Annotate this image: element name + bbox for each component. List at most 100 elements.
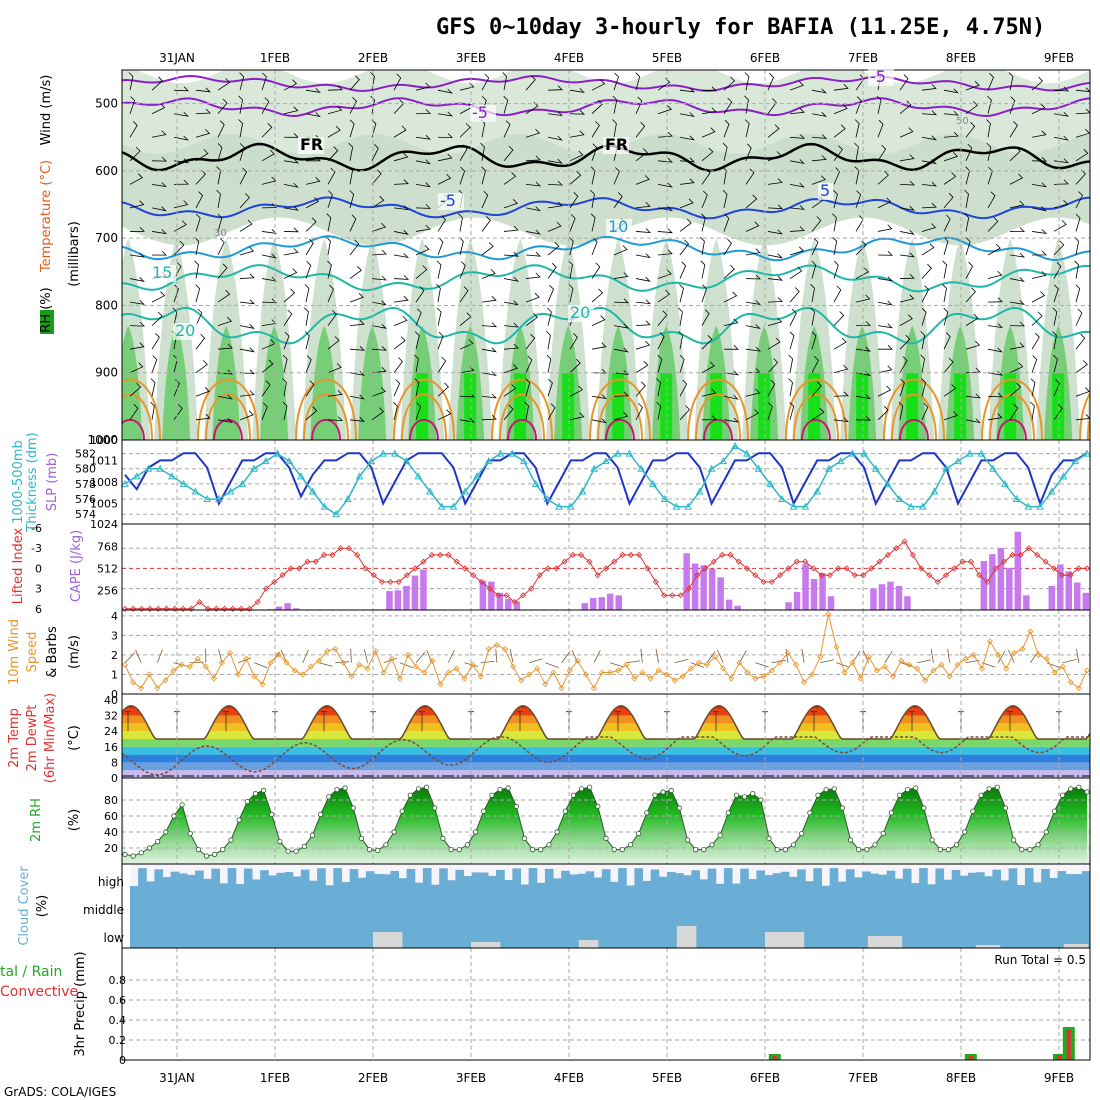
rh-legend-swatch [40, 310, 54, 334]
wind-barb [678, 331, 684, 350]
wind-barb [1030, 650, 1039, 663]
wind-barb [723, 97, 733, 114]
wind-barb [943, 384, 957, 397]
wind-barb [942, 260, 948, 279]
date-label-top: 2FEB [358, 51, 388, 65]
wind-barb [833, 337, 847, 350]
wind-barb [701, 86, 718, 92]
thickness-marker [930, 487, 939, 495]
rh-marker [309, 832, 316, 838]
wind-tick-label: 1 [111, 668, 118, 681]
cloud-high-bar [593, 877, 603, 892]
lifted-marker [1017, 551, 1024, 559]
isotherm-label: 20 [570, 303, 590, 322]
rh-marker [603, 835, 609, 842]
warm-isotherm [409, 418, 439, 440]
wind-marker [671, 677, 678, 684]
lifted-tick-label: -3 [31, 542, 42, 555]
wind-barb [503, 384, 517, 397]
cape-bar [810, 579, 818, 610]
rh-saturated [514, 372, 527, 440]
rh-plume-moist [1094, 326, 1100, 440]
wind-barb [877, 251, 893, 256]
wind-barb [305, 355, 312, 373]
wind-barb [674, 658, 689, 664]
cape-bar [708, 568, 716, 610]
slp-tick-label: 1024 [90, 518, 118, 531]
wind-barb [283, 268, 298, 279]
wind-barb [1075, 648, 1080, 663]
wind-barb [656, 378, 661, 397]
wind-marker [995, 651, 1002, 658]
thickness-marker [613, 449, 622, 457]
wind-marker [768, 667, 775, 674]
wind-barb [349, 417, 365, 422]
lifted-marker [868, 565, 875, 572]
wind-barb [304, 284, 310, 303]
wind-barb [1075, 128, 1090, 138]
wind-barb [326, 213, 332, 232]
thickness-marker [825, 464, 833, 472]
lifted-marker [636, 551, 643, 559]
wind-barb [833, 391, 849, 397]
thickness-marker [168, 472, 176, 480]
wind-barb [151, 156, 167, 162]
rh-plume-moist [162, 325, 191, 440]
wind-barb [833, 104, 848, 115]
thickness-marker [848, 449, 857, 457]
wind-barb [833, 417, 850, 423]
wind-barb [811, 112, 827, 117]
wind-barb [899, 294, 915, 303]
cloud-high-bar [431, 884, 440, 892]
wind-barb [789, 226, 805, 232]
lifted-marker [470, 572, 477, 579]
wind-barb [920, 354, 925, 373]
lifted-marker [652, 578, 659, 585]
thickness-marker [543, 495, 552, 503]
lifted-marker [354, 551, 361, 559]
lifted-marker [702, 565, 709, 572]
wind-barb [832, 237, 838, 256]
wind-barb [415, 265, 428, 279]
rh-marker [513, 803, 519, 810]
rh-marker [1059, 792, 1066, 798]
wind-barb [965, 340, 981, 350]
thickness-marker [355, 472, 364, 480]
wind-barb [987, 323, 1004, 329]
lifted-marker [221, 605, 228, 612]
wind-barb [371, 407, 385, 421]
wind-barb [569, 130, 585, 138]
wind-barb [921, 110, 938, 116]
rh-marker [750, 790, 756, 797]
lifted-marker [428, 551, 435, 559]
lifted-marker [976, 572, 983, 579]
date-label-bottom: 7FEB [848, 1071, 878, 1085]
wind-barb [349, 75, 360, 91]
cloud-high-bar [398, 878, 408, 892]
wind-barb [767, 151, 782, 162]
wind-barb [129, 403, 139, 421]
warm-isotherm [883, 378, 945, 440]
cape-bar [420, 569, 427, 610]
rh-marker [1051, 808, 1057, 814]
wind-barb [899, 100, 912, 115]
warm-isotherm [311, 418, 341, 440]
wind-barb [1075, 360, 1088, 374]
rh-marker [864, 846, 870, 853]
wind-marker [728, 675, 735, 682]
wind-barb [723, 214, 730, 232]
wind-barb [239, 390, 255, 397]
lifted-marker [312, 558, 319, 565]
wind-barb [349, 190, 355, 209]
wind-barb [745, 143, 752, 161]
wind-barb [415, 308, 422, 326]
cloud-high-bar [715, 883, 725, 892]
wind-barb [129, 146, 141, 162]
cape-bar [479, 580, 487, 610]
thickness-axis-label-2: Thickness (dm) [25, 432, 40, 532]
wind-barb [965, 122, 976, 138]
cloud-high-bar [601, 869, 611, 892]
cloud-high-bar [300, 869, 310, 892]
wind-barb [129, 173, 143, 185]
warm-isotherm [589, 378, 651, 440]
